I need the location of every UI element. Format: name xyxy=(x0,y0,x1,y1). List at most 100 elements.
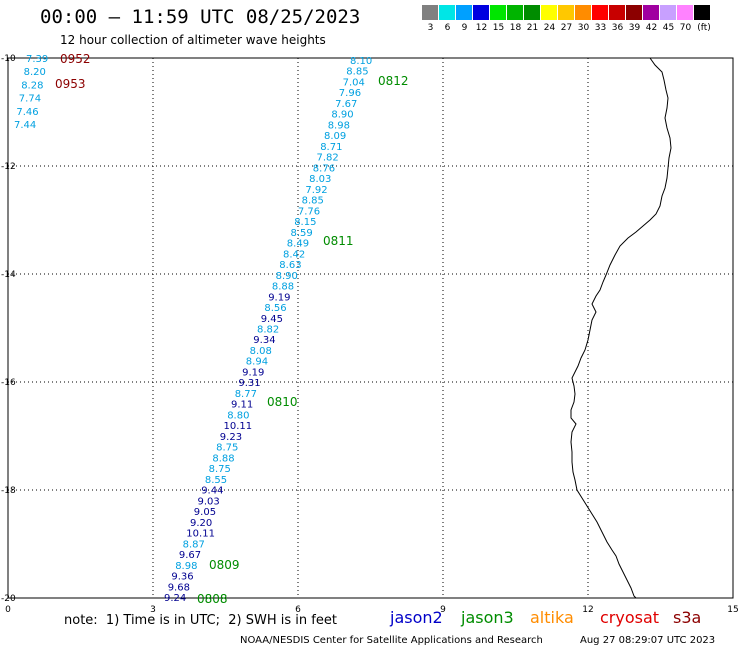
swh-reading: 8.49 xyxy=(287,239,309,250)
footer-note: note: 1) Time is in UTC; 2) SWH is in fe… xyxy=(64,613,337,628)
swh-reading: 8.71 xyxy=(320,142,342,153)
swh-reading: 9.19 xyxy=(242,368,264,379)
legend-label-11: 36 xyxy=(611,23,624,33)
legend-altika: altika xyxy=(530,608,574,627)
legend-label-10: 33 xyxy=(594,23,607,33)
swh-reading: 8.08 xyxy=(250,346,272,357)
swh-reading: 9.19 xyxy=(268,292,290,303)
x-tick-label: 3 xyxy=(150,605,156,615)
legend-swatch-16 xyxy=(694,5,711,20)
legend-label-8: 27 xyxy=(560,23,573,33)
swh-reading: 7.76 xyxy=(298,206,320,217)
swh-reading: 7.67 xyxy=(335,99,357,110)
legend-cryosat: cryosat xyxy=(600,608,660,627)
swh-reading-corner: 7.39 xyxy=(26,54,48,65)
swh-reading: 8.10 xyxy=(350,56,372,67)
swh-reading: 8.88 xyxy=(212,453,234,464)
legend-jason3: jason3 xyxy=(461,608,514,627)
swh-reading: 8.90 xyxy=(331,110,353,121)
swh-reading: 7.92 xyxy=(305,185,327,196)
legend-label-13: 42 xyxy=(645,23,658,33)
legend-label-12: 39 xyxy=(628,23,641,33)
legend-label-1: 6 xyxy=(444,23,451,33)
swh-reading: 8.98 xyxy=(175,561,197,572)
legend-label-16: (ft) xyxy=(697,23,711,33)
swh-reading: 9.31 xyxy=(238,378,260,389)
legend-label-4: 15 xyxy=(492,23,505,33)
wave-height-legend: 3 6 9 12 15 18 21 24 27 30 33 36 39 42 45 70 (ft) xyxy=(422,5,714,33)
coastline xyxy=(570,57,672,599)
swh-reading: 8.94 xyxy=(246,357,268,368)
page-title: 00:00 – 11:59 UTC 08/25/2023 xyxy=(40,6,361,28)
pass-time-label-corner: 0952 xyxy=(60,52,91,66)
swh-reading-corner: 8.20 xyxy=(24,67,46,78)
legend-label-6: 21 xyxy=(526,23,539,33)
swh-reading: 8.56 xyxy=(264,303,286,314)
pass-time-label: 0811 xyxy=(323,234,354,248)
swh-reading: 8.59 xyxy=(291,228,313,239)
legend-swatch-9 xyxy=(575,5,592,20)
legend-jason2: jason2 xyxy=(390,608,443,627)
swh-reading: 9.34 xyxy=(253,335,275,346)
swh-reading: 10.11 xyxy=(224,421,253,432)
swh-reading: 8.63 xyxy=(279,260,301,271)
legend-label-14: 45 xyxy=(662,23,675,33)
legend-label-5: 18 xyxy=(509,23,522,33)
legend-label-7: 24 xyxy=(543,23,556,33)
swh-reading: 9.23 xyxy=(220,432,242,443)
legend-label-2: 9 xyxy=(461,23,468,33)
footer-generated-time: Aug 27 08:29:07 UTC 2023 xyxy=(580,635,716,646)
x-tick-label: 9 xyxy=(440,605,446,615)
swh-reading: 8.42 xyxy=(283,249,305,260)
y-tick-label: -18 xyxy=(1,486,16,496)
swh-reading: 8.03 xyxy=(309,174,331,185)
swh-reading: 8.09 xyxy=(324,131,346,142)
legend-swatch-1 xyxy=(439,5,456,20)
y-tick-label: -20 xyxy=(1,594,16,604)
legend-swatch-2 xyxy=(456,5,473,20)
pass-time-label: 0808 xyxy=(197,592,228,606)
swh-reading: 8.76 xyxy=(313,163,335,174)
swh-reading: 7.04 xyxy=(343,78,365,89)
x-tick-label: 15 xyxy=(727,605,738,615)
swh-reading: 8.82 xyxy=(257,325,279,336)
swh-reading: 9.44 xyxy=(201,486,223,497)
swh-reading: 8.87 xyxy=(183,539,205,550)
legend-swatch-6 xyxy=(524,5,541,20)
swh-reading: 9.24 xyxy=(164,593,186,604)
legend-label-15: 70 xyxy=(679,23,692,33)
swh-reading-corner: 8.28 xyxy=(21,80,43,91)
legend-swatch-12 xyxy=(626,5,643,20)
footer-credit: NOAA/NESDIS Center for Satellite Applica… xyxy=(240,635,543,646)
swh-reading: 9.36 xyxy=(171,572,193,583)
swh-reading-corner: 7.44 xyxy=(14,120,36,131)
legend-label-9: 30 xyxy=(577,23,590,33)
page-subtitle: 12 hour collection of altimeter wave hei… xyxy=(60,33,326,47)
legend-swatch-11 xyxy=(609,5,626,20)
y-tick-label: -14 xyxy=(1,270,16,280)
legend-swatch-10 xyxy=(592,5,609,20)
legend-s3a: s3a xyxy=(673,608,702,627)
x-tick-label: 12 xyxy=(582,605,593,615)
pass-time-label: 0809 xyxy=(209,558,240,572)
swh-reading: 9.68 xyxy=(168,582,190,593)
y-tick-label: -16 xyxy=(1,378,16,388)
swh-reading: 8.75 xyxy=(209,464,231,475)
swh-reading: 8.85 xyxy=(302,196,324,207)
swh-reading: 8.75 xyxy=(216,443,238,454)
y-tick-label: -10 xyxy=(1,54,16,64)
legend-value-labels: 3 6 9 12 15 18 21 24 27 30 33 36 39 42 45 70 (ft) xyxy=(422,23,714,33)
swh-reading: 8.15 xyxy=(294,217,316,228)
legend-swatch-8 xyxy=(558,5,575,20)
legend-color-scale xyxy=(422,5,714,20)
swh-reading: 9.67 xyxy=(179,550,201,561)
legend-swatch-0 xyxy=(422,5,439,20)
legend-label-0: 3 xyxy=(427,23,434,33)
pass-time-label: 0812 xyxy=(378,74,409,88)
legend-swatch-7 xyxy=(541,5,558,20)
swh-reading-corner: 7.74 xyxy=(19,94,41,105)
x-tick-label: 0 xyxy=(5,605,11,615)
swh-reading: 9.20 xyxy=(190,518,212,529)
map-frame xyxy=(7,57,734,599)
